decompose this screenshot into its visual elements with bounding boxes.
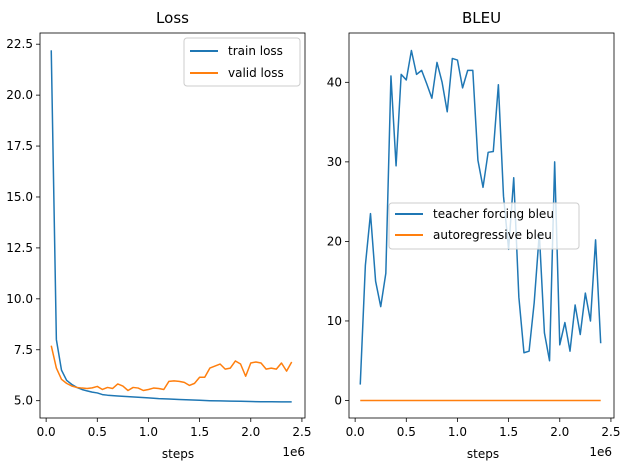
loss-y-tick-label: 5.0 [14, 394, 33, 408]
bleu-legend-label-1: autoregressive bleu [433, 228, 552, 242]
loss-y-tick-label: 12.5 [6, 241, 33, 255]
bleu-x-tick-label: 2.5 [601, 425, 620, 439]
bleu-y-tick-label: 10 [327, 314, 342, 328]
loss-x-tick-label: 2.5 [292, 425, 311, 439]
loss-panel: Loss 0.0 0.5 1.0 1.5 2.0 2.5 5.0 7.5 10.0 12.5 15.… [6, 9, 311, 461]
loss-series-1-line [50, 345, 293, 392]
bleu-x-tick-label: 1.0 [448, 425, 467, 439]
bleu-series-0-line [359, 49, 602, 385]
bleu-x-axis-label: steps [467, 447, 499, 461]
loss-x-axis-label: steps [162, 447, 194, 461]
loss-x-tick-label: 1.0 [139, 425, 158, 439]
bleu-x-tick-label: 0.0 [346, 425, 365, 439]
loss-plot-area [39, 32, 306, 419]
loss-x-tick-label: 0.0 [37, 425, 56, 439]
loss-legend-label-1: valid loss [228, 66, 284, 80]
bleu-legend-box [388, 202, 580, 250]
bleu-x-tick-label: 2.0 [550, 425, 569, 439]
bleu-legend-label-0: teacher forcing bleu [433, 207, 554, 221]
bleu-y-tick-label: 20 [327, 234, 342, 248]
bleu-legend: teacher forcing bleu autoregressive bleu [388, 202, 580, 250]
bleu-panel: BLEU 0.0 0.5 1.0 1.5 2.0 2.5 0 10 20 30 40 steps 1… [327, 9, 621, 461]
bleu-x-tick-label: 1.5 [499, 425, 518, 439]
loss-y-tick-label: 7.5 [14, 343, 33, 357]
bleu-x-tick-label: 0.5 [397, 425, 416, 439]
loss-x-offset-text: 1e6 [282, 445, 305, 459]
bleu-ticks: 0.0 0.5 1.0 1.5 2.0 2.5 0 10 20 30 40 [327, 75, 621, 439]
bleu-series [359, 49, 602, 402]
loss-legend: train loss valid loss [183, 37, 301, 87]
bleu-x-offset-text: 1e6 [589, 445, 612, 459]
loss-y-tick-label: 20.0 [6, 88, 33, 102]
loss-title: Loss [156, 9, 189, 27]
bleu-y-tick-label: 40 [327, 75, 342, 89]
loss-x-tick-label: 2.0 [241, 425, 260, 439]
loss-y-tick-label: 22.5 [6, 37, 33, 51]
loss-ticks: 0.0 0.5 1.0 1.5 2.0 2.5 5.0 7.5 10.0 12.5 15.0 17.5… [6, 37, 311, 439]
bleu-y-tick-label: 30 [327, 155, 342, 169]
loss-y-tick-label: 15.0 [6, 190, 33, 204]
loss-y-tick-label: 17.5 [6, 139, 33, 153]
loss-x-tick-label: 0.5 [88, 425, 107, 439]
bleu-y-tick-label: 0 [334, 394, 342, 408]
loss-legend-label-0: train loss [228, 44, 283, 58]
loss-series [50, 50, 293, 403]
bleu-title: BLEU [462, 9, 501, 27]
loss-y-tick-label: 10.0 [6, 292, 33, 306]
loss-x-tick-label: 1.5 [190, 425, 209, 439]
